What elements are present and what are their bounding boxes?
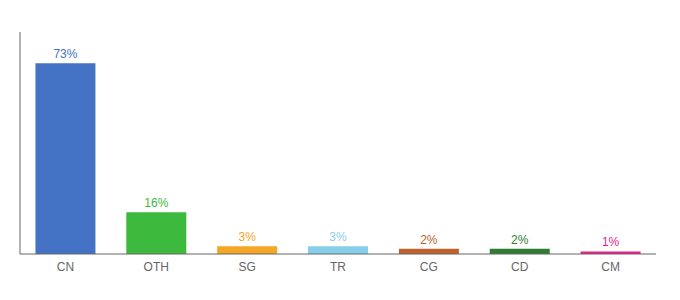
svg-text:16%: 16%	[144, 196, 168, 210]
svg-text:SG: SG	[238, 260, 255, 274]
svg-text:1%: 1%	[602, 235, 620, 249]
svg-text:CM: CM	[601, 260, 620, 274]
svg-text:2%: 2%	[511, 233, 529, 247]
svg-text:CN: CN	[57, 260, 74, 274]
svg-text:CD: CD	[511, 260, 529, 274]
svg-text:3%: 3%	[329, 230, 347, 244]
svg-text:2%: 2%	[420, 233, 438, 247]
svg-text:TR: TR	[330, 260, 346, 274]
svg-text:73%: 73%	[53, 47, 77, 61]
svg-text:CG: CG	[420, 260, 438, 274]
svg-text:3%: 3%	[238, 230, 256, 244]
svg-text:OTH: OTH	[144, 260, 169, 274]
